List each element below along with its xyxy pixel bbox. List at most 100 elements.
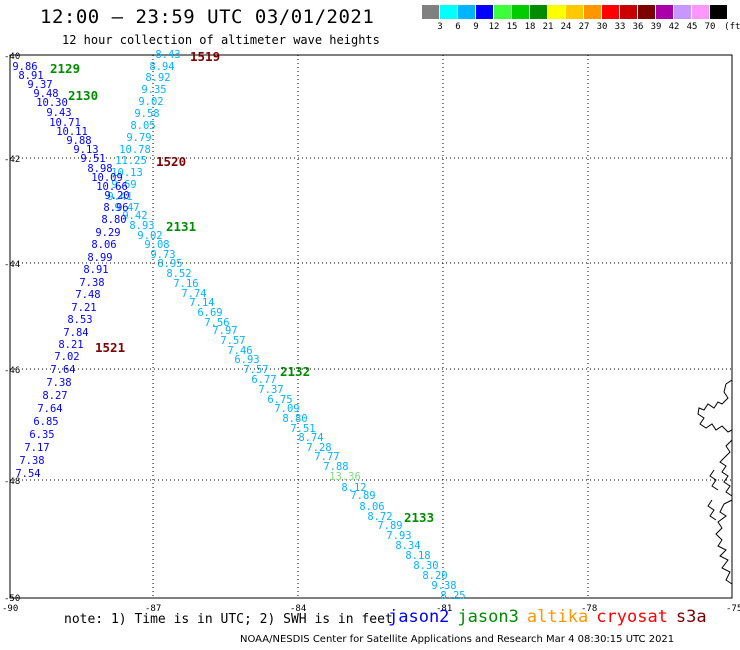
wave-height-value: 7.56 — [204, 317, 229, 329]
wave-height-value: 8.72 — [367, 511, 392, 523]
scale-swatch — [674, 5, 691, 19]
wave-height-value: 9.43 — [46, 107, 71, 119]
lon-label: -78 — [581, 604, 597, 614]
legend-entry: s3a — [675, 607, 707, 627]
wave-height-value: 8.95 — [157, 258, 182, 270]
wave-height-value: 7.16 — [173, 278, 198, 290]
pass-number-label: 1519 — [190, 49, 220, 64]
wave-height-value: 7.38 — [46, 377, 71, 389]
wave-height-value: 9.88 — [66, 135, 91, 147]
wave-height-value: 7.54 — [15, 468, 40, 480]
wave-height-value: 7.64 — [50, 364, 75, 376]
scale-swatch — [476, 5, 493, 19]
scale-tick: 70 — [704, 22, 716, 32]
wave-height-value: 7.84 — [63, 327, 88, 339]
scale-tick: 12 — [488, 22, 500, 32]
map-title: 12:00 – 23:59 UTC 03/01/2021 — [40, 6, 375, 28]
wave-height-value: 8.20 — [422, 570, 447, 582]
wave-height-value: 7.57 — [220, 335, 245, 347]
wave-height-value: 9.48 — [33, 88, 58, 100]
wave-height-value: 6.85 — [33, 416, 58, 428]
wave-height-value: 9.08 — [144, 239, 169, 251]
wave-height-value: 9.58 — [134, 108, 159, 120]
scale-swatch — [548, 5, 565, 19]
lon-label: -87 — [145, 604, 161, 614]
wave-height-value: 8.80 — [101, 214, 126, 226]
wave-height-value: 9.02 — [138, 96, 163, 108]
wave-height-value: 8.80 — [282, 413, 307, 425]
scale-tick: 33 — [614, 22, 626, 32]
lon-label: -84 — [290, 604, 306, 614]
wave-height-value: 8.05 — [130, 120, 155, 132]
wave-height-value: 7.74 — [181, 288, 206, 300]
scale-swatch — [692, 5, 709, 19]
scale-tick: 6 — [455, 22, 461, 32]
scale-swatch — [440, 5, 457, 19]
wave-height-value: 7.17 — [24, 442, 49, 454]
latitude-labels: -40 -42 -44 -46 -48 -50 — [4, 52, 20, 604]
lat-label: -48 — [4, 477, 20, 487]
wave-height-value: 7.14 — [189, 297, 214, 309]
wave-height-value: 10.30 — [36, 97, 68, 109]
lon-label: -81 — [436, 604, 452, 614]
wave-height-value: 9.86 — [12, 61, 37, 73]
scale-unit: (ft) — [724, 22, 740, 32]
wave-height-value: 7.48 — [75, 289, 100, 301]
wave-height-value: 7.89 — [350, 490, 375, 502]
scale-tick: 39 — [650, 22, 662, 32]
wave-height-value: 7.28 — [306, 442, 331, 454]
pass-number-label: 2131 — [166, 219, 196, 234]
scale-swatch — [566, 5, 583, 19]
wave-height-value: 11.25 — [115, 155, 147, 167]
wave-height-value: 8.96 — [103, 202, 128, 214]
longitude-labels: -90 -87 -84 -81 -78 -75 — [2, 604, 740, 614]
wave-height-value: 6.69 — [197, 307, 222, 319]
wave-height-value: 8.25 — [440, 590, 465, 602]
wave-height-value: 8.91 — [83, 264, 108, 276]
scale-tick: 21 — [542, 22, 554, 32]
wave-height-value: 7.64 — [37, 403, 62, 415]
wave-height-value: 9.29 — [95, 227, 120, 239]
legend-entry: cryosat — [596, 607, 668, 627]
wave-height-value: 8.92 — [145, 72, 170, 84]
wave-height-value: 10.11 — [56, 126, 88, 138]
scale-tick: 42 — [668, 22, 680, 32]
scale-tick: 30 — [596, 22, 608, 32]
scale-swatch — [638, 5, 655, 19]
legend-entry: jason3 — [457, 607, 519, 627]
map-subtitle: 12 hour collection of altimeter wave hei… — [62, 33, 380, 47]
wave-height-value: 9.69 — [111, 179, 136, 191]
wave-height-value: 7.93 — [386, 530, 411, 542]
wave-height-value: 8.21 — [58, 339, 83, 351]
wave-height-value: 10.66 — [96, 181, 128, 193]
lat-label: -40 — [4, 52, 20, 62]
map-grid — [9, 54, 733, 599]
scale-tick: 24 — [560, 22, 572, 32]
wave-height-value: 10.13 — [111, 167, 143, 179]
wave-height-value: 8.43 — [155, 49, 180, 61]
wave-height-value: 8.18 — [405, 550, 430, 562]
legend-entry: altika — [526, 607, 589, 627]
wave-height-value: 8.91 — [18, 70, 43, 82]
scale-swatch — [656, 5, 673, 19]
scale-swatch — [602, 5, 619, 19]
scale-swatch — [458, 5, 475, 19]
wave-height-value: 7.97 — [212, 325, 237, 337]
wave-height-value: 7.38 — [79, 277, 104, 289]
wave-height-value: 13.36 — [329, 471, 361, 483]
lat-label: -50 — [4, 594, 20, 604]
units-note: note: 1) Time is in UTC; 2) SWH is in fe… — [64, 612, 393, 627]
wave-height-value: 10.78 — [119, 144, 151, 156]
wave-height-value: 8.12 — [341, 482, 366, 494]
wave-height-value: 9.47 — [114, 202, 139, 214]
wave-height-value: 9.51 — [80, 153, 105, 165]
wave-height-value: 10.09 — [91, 172, 123, 184]
wave-height-value: 7.37 — [258, 384, 283, 396]
wave-height-value: 6.75 — [267, 394, 292, 406]
wave-height-value: 8.06 — [91, 239, 116, 251]
coastline-outline — [697, 379, 733, 585]
wave-height-value: 8.53 — [67, 314, 92, 326]
scale-swatch — [494, 5, 511, 19]
pass-number-label: 2132 — [280, 364, 310, 379]
